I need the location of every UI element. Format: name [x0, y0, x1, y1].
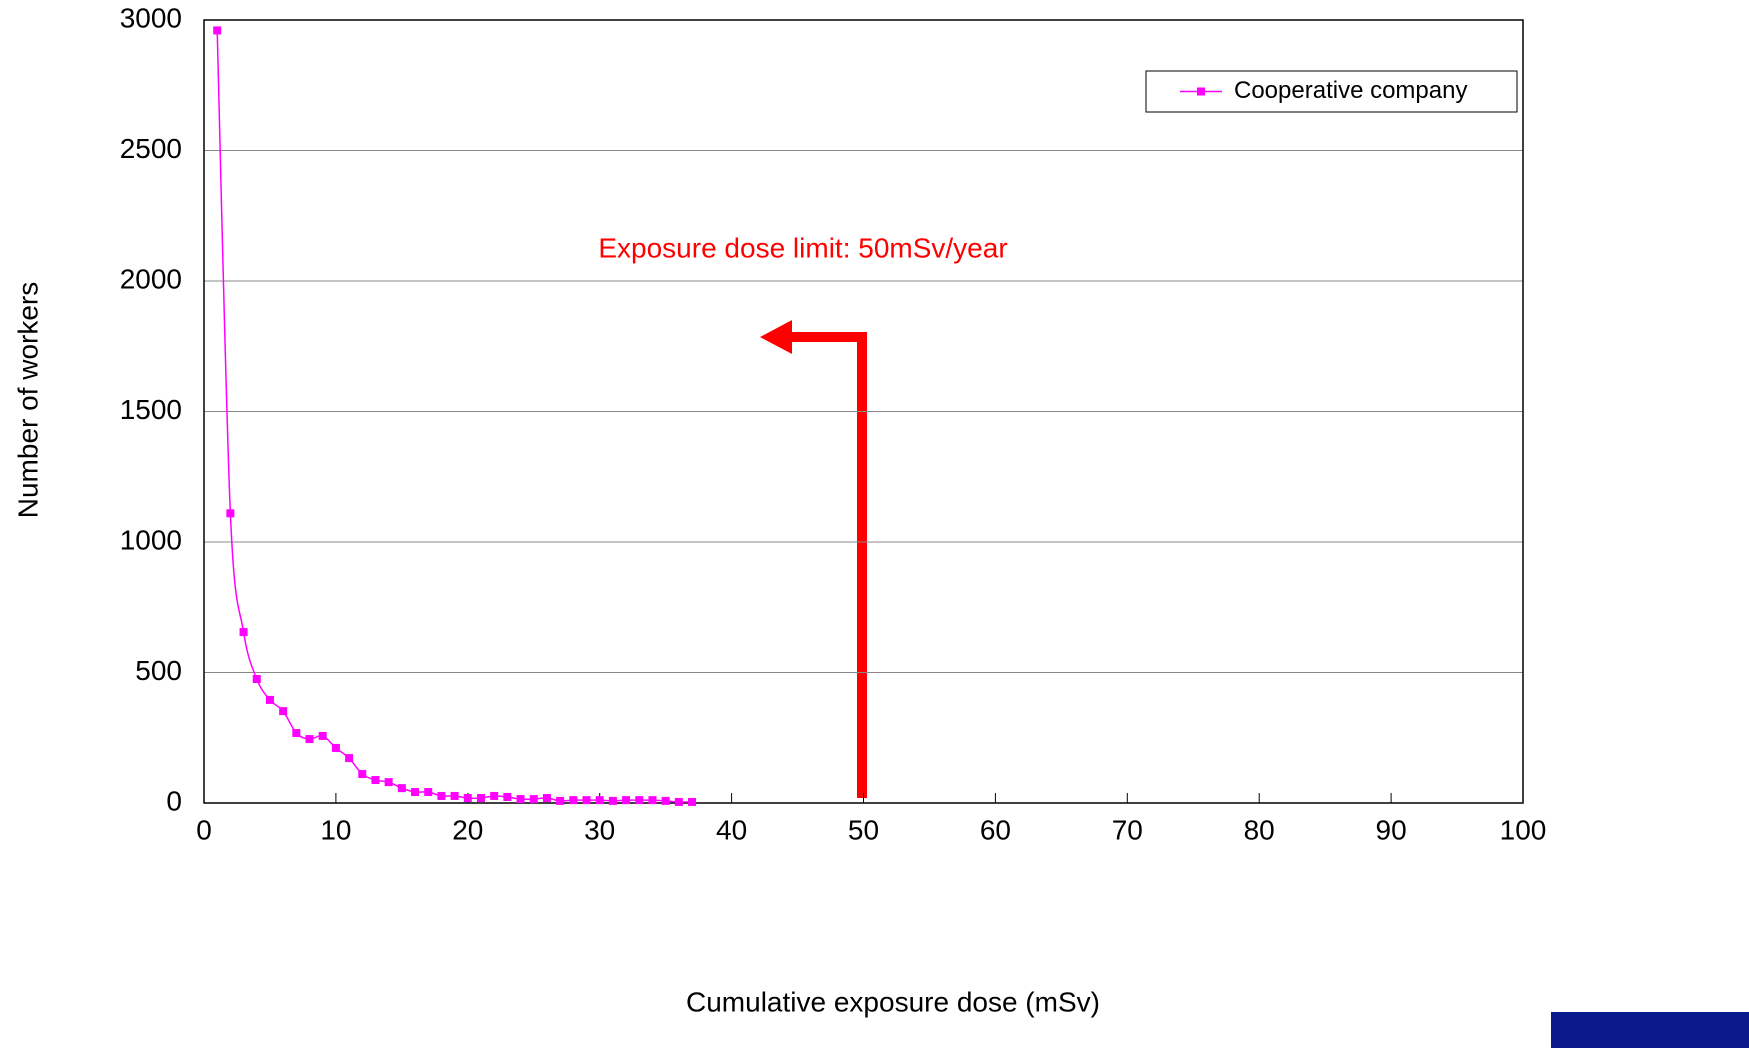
point	[569, 796, 578, 805]
point	[582, 796, 591, 805]
y-tick-label: 1500	[120, 394, 182, 425]
x-tick-label: 20	[452, 814, 483, 845]
x-tick-label: 100	[1500, 814, 1547, 845]
corner-block	[1551, 1012, 1749, 1048]
y-tick-label: 2500	[120, 133, 182, 164]
point	[635, 796, 644, 805]
y-tick-label: 0	[166, 785, 182, 816]
annotation: Exposure dose limit: 50mSv/year	[598, 232, 1007, 263]
point	[265, 695, 274, 704]
point	[688, 797, 697, 806]
point	[476, 794, 485, 803]
x-tick-label: 30	[584, 814, 615, 845]
legend: Cooperative company	[1145, 70, 1518, 113]
point	[331, 743, 340, 752]
point	[292, 729, 301, 738]
point	[371, 776, 380, 785]
point	[529, 795, 538, 804]
point	[595, 796, 604, 805]
y-tick-label: 2000	[120, 263, 182, 294]
x-tick-label: 70	[1112, 814, 1143, 845]
x-axis-title: Cumulative exposure dose (mSv)	[686, 986, 1100, 1017]
x-tick-label: 50	[848, 814, 879, 845]
point	[490, 791, 499, 800]
point	[239, 628, 248, 637]
point	[358, 770, 367, 779]
x-tick-label: 40	[716, 814, 747, 845]
point	[226, 509, 235, 518]
point	[556, 796, 565, 805]
y-tick-label: 500	[135, 655, 182, 686]
x-tick-label: 80	[1244, 814, 1275, 845]
point	[674, 797, 683, 806]
arrow-head	[760, 320, 792, 354]
point	[503, 792, 512, 801]
point	[648, 796, 657, 805]
point	[463, 794, 472, 803]
point	[542, 794, 551, 803]
x-tick-label: 10	[320, 814, 351, 845]
x-tick-label: 0	[196, 814, 212, 845]
point	[516, 795, 525, 804]
point	[622, 796, 631, 805]
point	[661, 796, 670, 805]
point	[437, 791, 446, 800]
point	[305, 735, 314, 744]
point	[279, 707, 288, 716]
y-tick-label: 1000	[120, 524, 182, 555]
y-tick-label: 3000	[120, 2, 182, 33]
y-axis-title: Number of workers	[12, 282, 43, 519]
point	[213, 26, 222, 35]
x-tick-label: 60	[980, 814, 1011, 845]
point	[252, 675, 261, 684]
point	[608, 796, 617, 805]
point	[411, 788, 420, 797]
legend-marker	[1197, 87, 1205, 96]
x-tick-label: 90	[1376, 814, 1407, 845]
point	[424, 788, 433, 797]
series-line	[216, 30, 693, 803]
plot-frame	[203, 19, 1524, 804]
point	[318, 731, 327, 740]
point	[397, 784, 406, 793]
point	[384, 778, 393, 787]
limit-arrow	[790, 332, 867, 798]
point	[450, 791, 459, 800]
legend-label: Cooperative company	[1234, 77, 1467, 104]
point	[345, 754, 354, 763]
